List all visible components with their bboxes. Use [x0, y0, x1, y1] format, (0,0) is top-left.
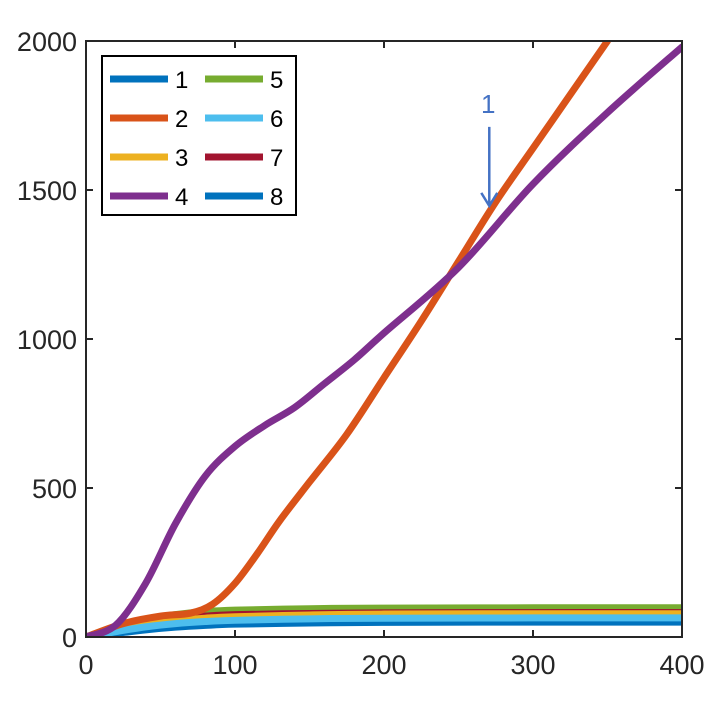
x-tick-label: 200 — [361, 650, 406, 680]
legend-label-7: 7 — [270, 145, 283, 172]
annotation-layer: 1 — [480, 89, 499, 209]
x-tick-label: 300 — [510, 650, 555, 680]
legend-label-8: 8 — [270, 184, 283, 211]
series-layer — [86, 41, 682, 637]
legend: 1 2 3 4 5 6 7 8 — [101, 55, 297, 216]
legend-label-5: 5 — [270, 67, 283, 94]
x-tick-label: 100 — [212, 650, 257, 680]
y-tick-label: 1500 — [17, 176, 77, 206]
x-tick-label: 400 — [659, 650, 704, 680]
x-tick-label: 0 — [78, 650, 93, 680]
legend-label-4: 4 — [175, 184, 188, 211]
y-tick-label: 2000 — [17, 27, 77, 57]
annotation-label: 1 — [481, 89, 495, 119]
y-tick-label: 1000 — [17, 325, 77, 355]
legend-label-6: 6 — [270, 106, 283, 133]
series-line-6 — [86, 614, 682, 637]
series-line-2 — [86, 41, 611, 637]
legend-label-2: 2 — [175, 106, 188, 133]
annotation-arrow-head — [480, 192, 499, 209]
series-line-4 — [86, 43, 682, 637]
legend-label-1: 1 — [175, 67, 188, 94]
y-tick-label: 500 — [32, 474, 77, 504]
y-tick-label: 0 — [62, 623, 77, 653]
tick-layer: 0 100 200 300 400 0 500 1000 1500 2000 — [17, 27, 705, 680]
legend-label-3: 3 — [175, 145, 188, 172]
